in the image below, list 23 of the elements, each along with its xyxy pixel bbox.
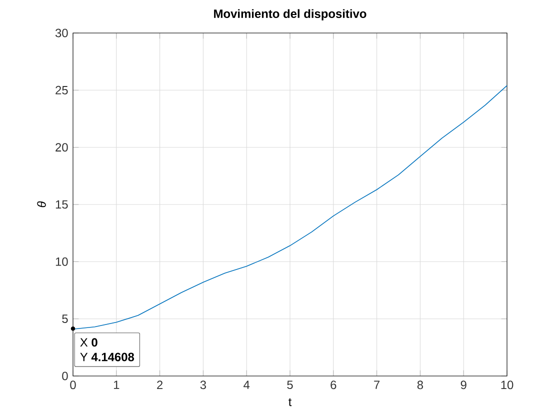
x-tick-label: 6 (330, 380, 336, 390)
y-tick-label: 30 (55, 28, 68, 38)
y-tick-label: 0 (62, 372, 68, 380)
y-tick-label: 20 (56, 143, 68, 152)
x-tick-label: 7 (374, 380, 380, 389)
x-tick-label: 3 (200, 380, 206, 390)
y-tick-label: 15 (56, 200, 68, 209)
annotation: X 0 (80, 338, 98, 347)
x-tick-label: 9 (460, 380, 466, 390)
x-tick-label: 4 (244, 380, 250, 389)
chart-title: Movimiento del dispositivo (214, 9, 366, 20)
y-tick-label: 5 (62, 314, 68, 324)
y-tick-label: 10 (56, 257, 68, 266)
x-tick-label: 2 (157, 380, 163, 390)
x-tick-label: 5 (287, 380, 293, 390)
y-tick-label: 25 (56, 86, 68, 94)
x-axis-title: t (288, 398, 292, 406)
x-tick-label: 10 (501, 380, 514, 390)
x-tick-label: 1 (114, 380, 120, 389)
y-axis-title: θ (37, 201, 46, 208)
annotation: Y 4.14608 (80, 352, 134, 362)
x-tick-label: 0 (70, 380, 76, 390)
x-tick-label: 8 (417, 380, 424, 390)
